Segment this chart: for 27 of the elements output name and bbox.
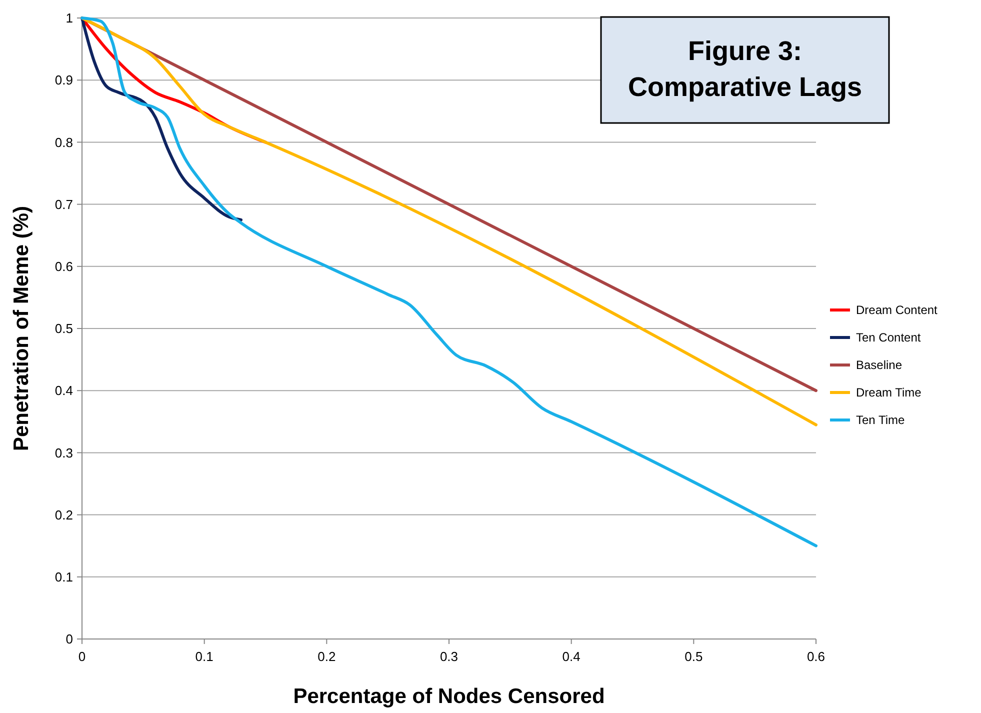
y-tick-label: 0.9 bbox=[54, 72, 73, 88]
x-tick-label: 0.5 bbox=[684, 649, 703, 664]
legend-label: Ten Content bbox=[856, 330, 922, 345]
y-tick-label: 1 bbox=[66, 10, 73, 26]
y-tick-label: 0.5 bbox=[54, 321, 73, 336]
x-tick-label: 0 bbox=[78, 649, 86, 664]
text: Figure 3: Comparative Lags bbox=[628, 36, 862, 102]
legend-label: Dream Content bbox=[856, 303, 938, 318]
x-tick-label: 0.1 bbox=[195, 649, 214, 664]
y-tick-label: 0 bbox=[66, 632, 73, 647]
y-tick-label: 0.8 bbox=[54, 134, 73, 150]
y-tick-label: 0.3 bbox=[54, 445, 73, 460]
y-tick-label: 0.7 bbox=[54, 196, 73, 212]
legend-label: Ten Time bbox=[856, 413, 906, 428]
y-axis-title: Penetration of Meme (%) bbox=[10, 206, 33, 452]
y-tick-label: 0.2 bbox=[54, 507, 73, 522]
y-tick-label: 0.1 bbox=[54, 569, 73, 584]
y-tick-label: 0.4 bbox=[54, 383, 73, 398]
x-axis-title: Percentage of Nodes Censored bbox=[293, 685, 605, 708]
x-tick-label: 0.2 bbox=[318, 649, 336, 664]
legend-label: Dream Time bbox=[856, 386, 922, 400]
line-series bbox=[80, 16, 243, 222]
y-tick-label: 0.6 bbox=[54, 258, 73, 274]
legend-label: Baseline bbox=[856, 358, 902, 372]
x-tick-label: 0.3 bbox=[440, 649, 458, 664]
x-tick-label: 0.4 bbox=[562, 649, 580, 664]
x-tick-label: 0.6 bbox=[806, 649, 826, 664]
